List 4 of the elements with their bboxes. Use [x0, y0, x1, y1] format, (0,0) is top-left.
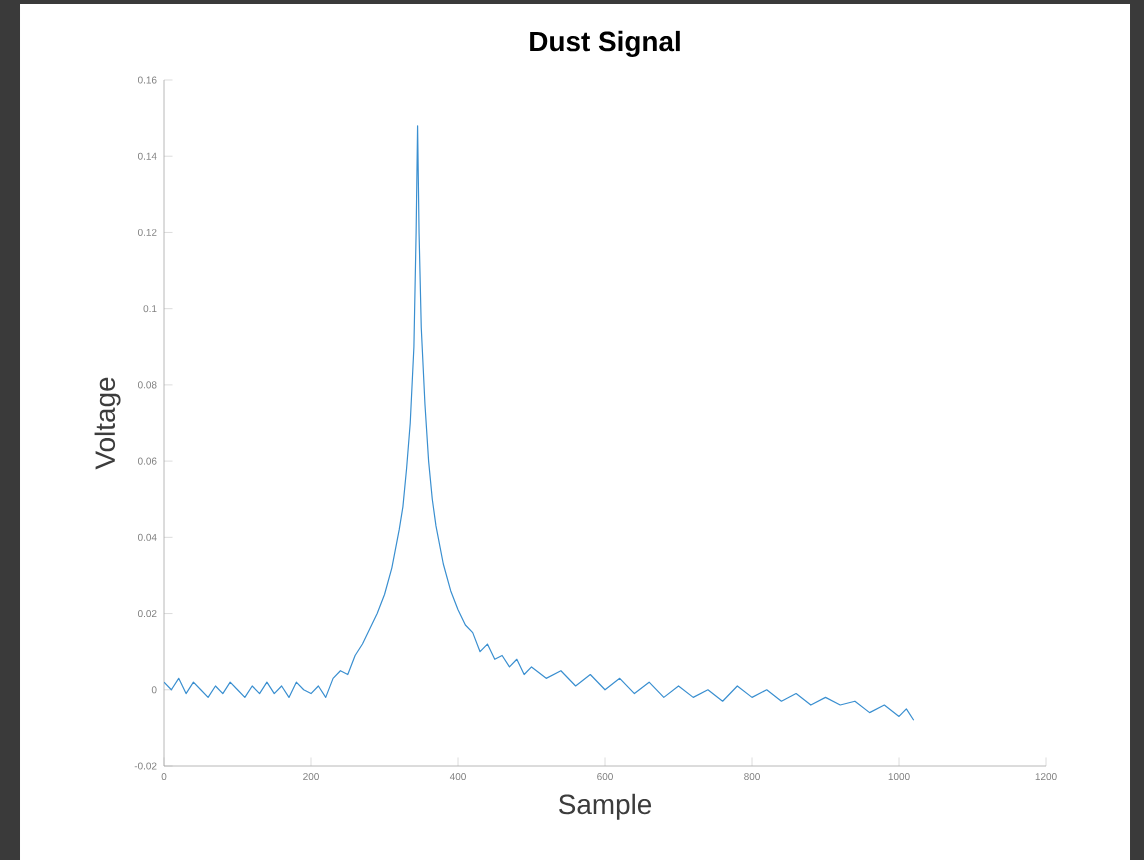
- line-series: [164, 125, 915, 721]
- y-axis-title: Voltage: [94, 377, 121, 470]
- chart-title: Dust Signal: [530, 30, 680, 57]
- x-axis-title: Sample: [559, 793, 652, 820]
